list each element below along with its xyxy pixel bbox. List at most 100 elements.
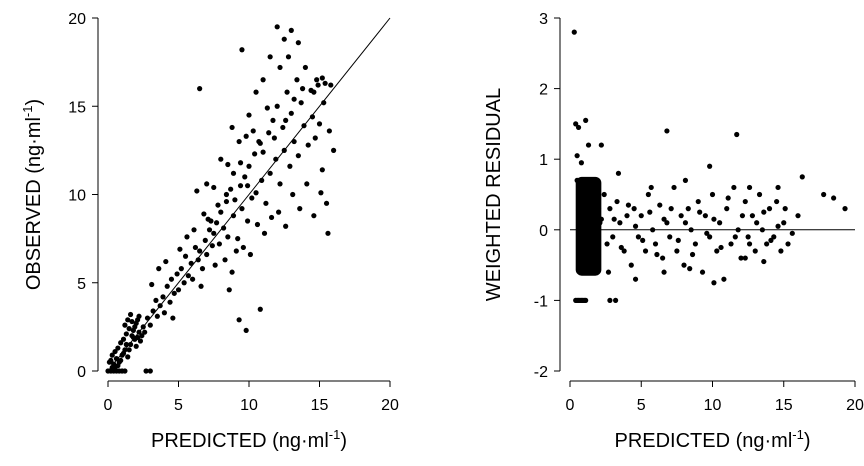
- data-point: [322, 80, 328, 86]
- data-point: [312, 135, 318, 141]
- data-point: [759, 227, 765, 233]
- data-point: [230, 170, 237, 176]
- data-point: [577, 206, 583, 212]
- data-point: [123, 341, 129, 348]
- data-point: [126, 326, 132, 332]
- data-point: [252, 151, 258, 157]
- data-point: [580, 234, 586, 240]
- y-axis-label: WEIGHTED RESIDUAL: [483, 88, 505, 301]
- data-point: [584, 206, 590, 212]
- data-point: [598, 216, 604, 222]
- data-point: [593, 269, 599, 275]
- y-tick-label: 10: [68, 188, 86, 205]
- data-point: [574, 153, 580, 159]
- data-point: [122, 368, 128, 374]
- data-point: [133, 320, 139, 326]
- data-point: [299, 86, 306, 92]
- data-point: [831, 195, 837, 201]
- data-point: [281, 36, 287, 42]
- data-point: [229, 269, 235, 275]
- data-point: [692, 241, 699, 247]
- data-point: [237, 183, 244, 189]
- data-point: [242, 174, 248, 180]
- data-point: [587, 213, 593, 219]
- data-point: [754, 220, 760, 226]
- data-point: [115, 345, 121, 351]
- data-point: [192, 244, 199, 251]
- data-point: [202, 237, 208, 243]
- y-axis-label-main: OBSERVED (ng·ml: [23, 117, 45, 290]
- data-point: [725, 195, 731, 201]
- data-point: [625, 202, 632, 208]
- data-point: [261, 230, 268, 236]
- data-point: [191, 227, 197, 233]
- data-point: [745, 234, 751, 240]
- data-point: [123, 331, 129, 337]
- data-point: [140, 324, 146, 330]
- data-point: [263, 200, 269, 206]
- data-point: [685, 206, 691, 212]
- data-point: [746, 184, 753, 191]
- data-point: [273, 156, 279, 162]
- data-point: [761, 258, 767, 265]
- data-point: [319, 167, 325, 173]
- data-point: [199, 266, 206, 272]
- x-axis-label-end: ): [804, 430, 811, 452]
- data-point: [243, 133, 249, 139]
- data-point: [610, 234, 616, 240]
- data-point: [213, 220, 220, 226]
- data-point: [212, 262, 218, 268]
- data-point: [309, 114, 316, 120]
- data-point: [211, 230, 217, 236]
- data-point: [574, 177, 580, 183]
- data-point: [654, 251, 660, 258]
- data-point: [274, 24, 280, 30]
- data-point: [682, 220, 689, 226]
- data-point: [789, 230, 795, 236]
- data-point: [580, 213, 586, 219]
- data-point: [638, 213, 644, 219]
- x-axis-label-main: PREDICTED (ng·ml: [151, 430, 329, 452]
- data-point: [276, 209, 282, 215]
- data-point: [126, 347, 132, 353]
- data-point: [135, 334, 141, 341]
- data-point: [593, 248, 599, 254]
- data-point: [223, 198, 230, 205]
- data-point: [742, 255, 748, 261]
- data-point: [605, 269, 612, 275]
- data-point: [593, 209, 599, 215]
- data-point: [588, 258, 594, 265]
- data-point: [731, 184, 737, 191]
- data-point: [318, 190, 324, 196]
- data-point: [239, 47, 245, 53]
- data-point: [618, 244, 624, 251]
- data-point: [687, 266, 693, 272]
- x-tick-label: 10: [704, 397, 722, 414]
- data-point: [170, 315, 176, 321]
- data-point: [661, 216, 667, 222]
- data-point: [728, 241, 734, 247]
- data-point: [311, 89, 317, 95]
- data-point: [283, 117, 289, 123]
- data-point: [578, 160, 585, 166]
- data-point: [259, 177, 265, 183]
- data-point: [218, 209, 224, 215]
- data-point: [304, 181, 310, 187]
- data-point: [260, 77, 266, 83]
- data-point: [621, 248, 627, 254]
- data-point: [129, 318, 135, 325]
- data-point: [714, 248, 720, 254]
- data-point: [640, 237, 646, 243]
- data-point: [230, 213, 237, 219]
- data-point: [108, 357, 114, 364]
- data-point: [325, 230, 331, 236]
- data-point: [697, 209, 703, 215]
- x-tick-label: 5: [174, 397, 183, 414]
- data-point: [647, 209, 653, 215]
- data-point: [206, 227, 213, 233]
- data-point: [150, 308, 156, 314]
- data-point: [249, 195, 255, 201]
- data-point: [156, 266, 162, 272]
